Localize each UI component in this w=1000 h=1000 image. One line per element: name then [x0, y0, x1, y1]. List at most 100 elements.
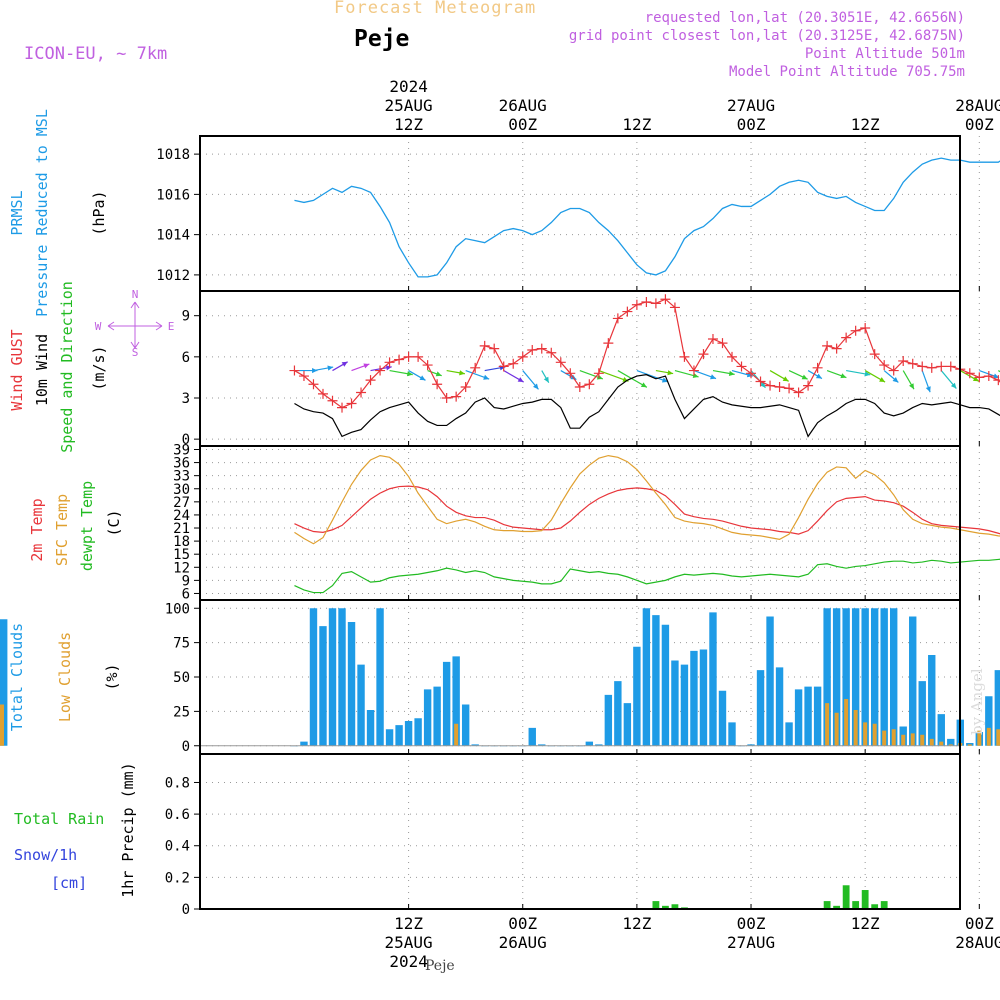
panel-frame [200, 446, 960, 600]
wind-gust-marker [603, 338, 613, 348]
wind-arrow-head [483, 375, 489, 380]
temp-2m-line [294, 486, 1000, 537]
total-cloud-bar [300, 742, 307, 746]
total-cloud-bar [776, 667, 783, 745]
top-time-label: 12Z [622, 115, 651, 134]
total-cloud-bar [433, 687, 440, 746]
low-cloud-bar [930, 739, 934, 746]
total-cloud-bar [310, 608, 317, 746]
panel-frame [200, 136, 960, 291]
total-cloud-bar [643, 608, 650, 746]
bottom-time-label: 12Z [622, 914, 651, 933]
snow-label: Snow/1h [14, 846, 77, 864]
wind-arrow-head [363, 363, 369, 368]
wind-gust-marker [613, 313, 623, 323]
total-cloud-bar [690, 651, 697, 746]
wind-gust-marker [708, 334, 718, 344]
wind-arrow-head [459, 370, 465, 375]
wind-gust-label: Wind GUST [8, 329, 26, 410]
bottom-time-label: 12Z [394, 914, 423, 933]
total-cloud-bar [938, 714, 945, 746]
y-tick-label: 6 [182, 350, 190, 366]
wind-arrow-head [926, 386, 931, 392]
wind-arrow-head [436, 371, 442, 376]
low-cloud-bar [987, 728, 991, 746]
bottom-time-label: 27AUG [727, 933, 775, 952]
wind-gust-marker [717, 338, 727, 348]
low-cloud-bar [835, 713, 839, 746]
y-tick-label: 0.4 [165, 839, 190, 855]
total-cloud-bar [443, 662, 450, 746]
wind-gust-marker [499, 361, 509, 371]
page-title: Forecast Meteogram [334, 0, 536, 18]
compass-ns-arrow [131, 302, 139, 348]
snow-unit-label: [cm] [51, 874, 87, 892]
y-tick-label: 75 [173, 636, 190, 652]
rain-bar [824, 901, 831, 909]
clouds-unit-label: (%) [103, 663, 121, 690]
total-cloud-bar [766, 617, 773, 746]
y-tick-label: 3 [182, 391, 190, 407]
wind-gust-marker [480, 341, 490, 351]
total-cloud-bar [662, 625, 669, 746]
low-cloud-bar [844, 699, 848, 746]
total-cloud-bar [338, 608, 345, 746]
total-cloud-bar [880, 608, 887, 746]
compass-west: W [95, 320, 102, 333]
total-clouds-label: Total Clouds [8, 623, 26, 731]
low-cloud-bar [0, 705, 4, 746]
wind-gust-marker [575, 382, 585, 392]
temp-sfc-line [294, 456, 1000, 544]
bottom-time-label: 12Z [851, 914, 880, 933]
y-tick-label: 0.6 [165, 807, 190, 823]
total-cloud-bar [785, 722, 792, 745]
total-cloud-bar [890, 608, 897, 746]
meteogram-chart: 1012101410161018036969121518212427303336… [0, 0, 1000, 1000]
low-cloud-bar [873, 724, 877, 746]
footer-place: Peje [425, 958, 455, 974]
total-cloud-bar [909, 617, 916, 746]
wind-gust-marker [537, 344, 547, 354]
total-cloud-bar [633, 647, 640, 746]
info-requested-coords: requested lon,lat (20.3051E, 42.6656N) [645, 10, 965, 26]
wind-direction-label: Speed and Direction [58, 281, 76, 453]
total-cloud-bar [671, 661, 678, 746]
wind-gust-marker [328, 396, 338, 406]
wind-gust-marker [784, 383, 794, 393]
pressure-label-prmsl: PRMSL [8, 190, 26, 235]
pressure-label-msl: Pressure Reduced to MSL [33, 109, 51, 317]
info-point-altitude: Point Altitude 501m [805, 46, 965, 62]
wind-gust-line [294, 299, 1000, 407]
top-time-label: 25AUG [385, 96, 433, 115]
wind-gust-marker [965, 368, 975, 378]
wind-gust-marker [518, 352, 528, 362]
y-tick-label: 9 [182, 309, 190, 325]
total-cloud-bar [462, 705, 469, 746]
top-time-label: 2024 [389, 77, 428, 96]
wind-gust-marker [470, 363, 480, 373]
bottom-time-label: 00Z [508, 914, 537, 933]
bottom-time-label: 28AUG [955, 933, 1000, 952]
wind-gust-marker [508, 359, 518, 369]
wind-gust-marker [432, 379, 442, 389]
temp-sfc-label: SFC Temp [53, 494, 71, 566]
top-time-label: 26AUG [499, 96, 547, 115]
y-tick-label: 1018 [156, 147, 190, 163]
compass-north: N [132, 288, 139, 301]
wind-gust-marker [527, 345, 537, 355]
wind-gust-marker [337, 403, 347, 413]
total-cloud-bar [700, 650, 707, 746]
wind-gust-marker [927, 363, 937, 373]
total-cloud-bar [728, 722, 735, 745]
low-cloud-bar [939, 742, 943, 746]
compass-east: E [168, 320, 175, 333]
info-model-altitude: Model Point Altitude 705.75m [729, 64, 965, 80]
wind-gust-marker [822, 341, 832, 351]
rain-bar [852, 901, 859, 909]
precip-unit-label: 1hr Precip (mm) [119, 762, 137, 897]
wind-arrow-head [327, 365, 333, 370]
wind-gust-marker [289, 366, 299, 376]
total-cloud-bar [529, 728, 536, 746]
y-tick-label: 0.8 [165, 775, 190, 791]
wind-10m-label: 10m Wind [33, 334, 51, 406]
